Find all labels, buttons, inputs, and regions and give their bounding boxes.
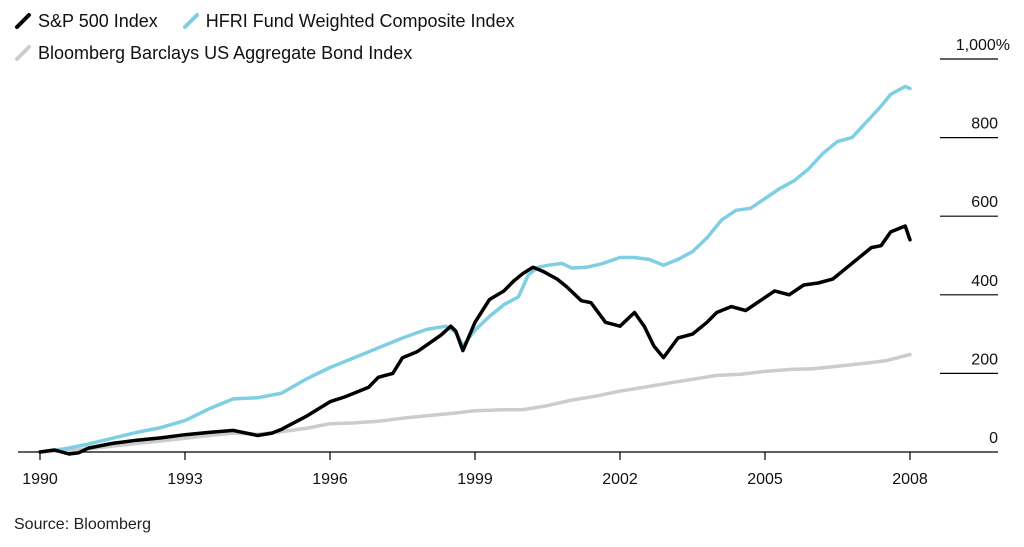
y-tick-label-5: 0 bbox=[989, 430, 998, 447]
legend-swatch-line-hfri bbox=[182, 13, 199, 29]
legend-swatch-line-bond bbox=[15, 45, 31, 61]
y-tick-label-4: 200 bbox=[971, 351, 998, 368]
legend: S&P 500 Index HFRI Fund Weighted Composi… bbox=[14, 8, 654, 72]
x-tick-label-6: 2008 bbox=[892, 471, 928, 488]
legend-label-hfri: HFRI Fund Weighted Composite Index bbox=[205, 10, 515, 31]
y-tick-label-1: 800 bbox=[971, 116, 998, 133]
x-tick-label-5: 2005 bbox=[747, 471, 783, 488]
legend-swatch-line-sp500 bbox=[15, 13, 31, 29]
y-tick-label-3: 400 bbox=[971, 273, 998, 290]
x-tick-label-1: 1993 bbox=[167, 471, 203, 488]
legend-label-bond: Bloomberg Barclays US Aggregate Bond Ind… bbox=[38, 42, 413, 63]
series-line-sp500 bbox=[38, 224, 912, 456]
y-tick-label-2: 600 bbox=[971, 194, 998, 211]
x-tick-label-0: 1990 bbox=[22, 471, 58, 488]
y-tick-label-0: 1,000% bbox=[956, 37, 1010, 54]
series-line-hfri bbox=[38, 84, 912, 454]
series-line-bond bbox=[38, 352, 912, 454]
legend-row-1: S&P 500 Index HFRI Fund Weighted Composi… bbox=[14, 8, 654, 34]
x-tick-label-2: 1996 bbox=[312, 471, 348, 488]
legend-row-2: Bloomberg Barclays US Aggregate Bond Ind… bbox=[14, 40, 654, 66]
legend-swatch-sp500 bbox=[15, 13, 31, 29]
legend-item-bond: Bloomberg Barclays US Aggregate Bond Ind… bbox=[14, 43, 412, 64]
legend-label-sp500: S&P 500 Index bbox=[38, 10, 158, 31]
legend-swatch-bond bbox=[15, 45, 31, 61]
x-tick-label-3: 1999 bbox=[457, 471, 493, 488]
legend-item-hfri: HFRI Fund Weighted Composite Index bbox=[182, 11, 515, 32]
legend-swatch-hfri bbox=[182, 13, 199, 29]
x-tick-label-4: 2002 bbox=[602, 471, 638, 488]
source-note: Source: Bloomberg bbox=[14, 516, 151, 533]
legend-item-sp500: S&P 500 Index bbox=[14, 11, 158, 32]
